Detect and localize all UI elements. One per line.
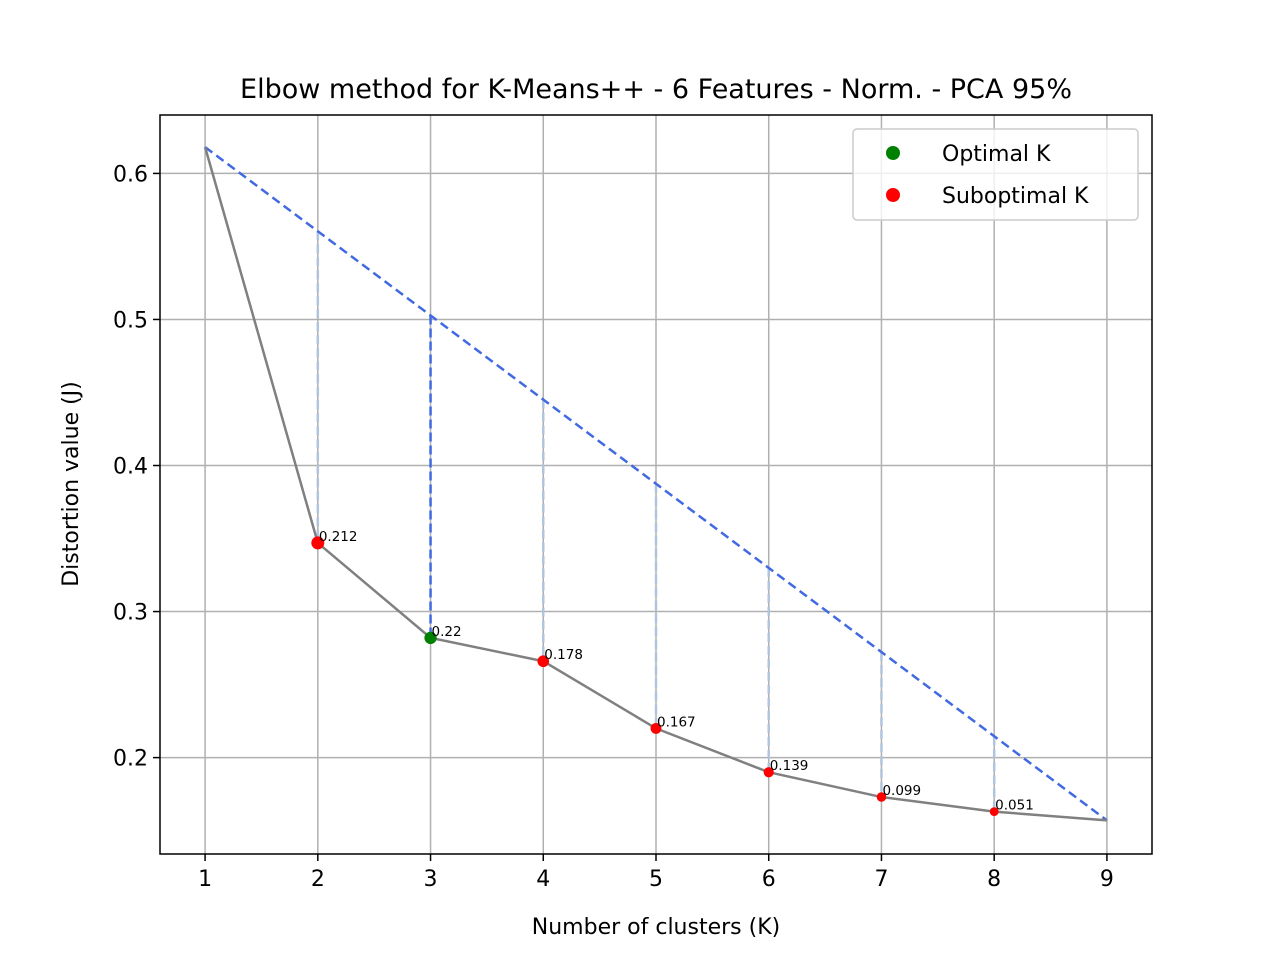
legend-optimal-marker xyxy=(886,146,900,160)
point-value-label: 0.139 xyxy=(770,758,809,774)
legend-box xyxy=(852,128,1139,221)
point-value-label: 0.099 xyxy=(882,783,921,799)
suboptimal-k-point xyxy=(650,722,662,734)
point-value-label: 0.212 xyxy=(319,529,358,545)
optimal-k-point xyxy=(424,631,437,644)
point-value-label: 0.051 xyxy=(995,798,1034,814)
point-value-label: 0.178 xyxy=(544,647,583,663)
x-tick-label: 6 xyxy=(762,867,776,892)
x-tick-label: 5 xyxy=(649,867,663,892)
suboptimal-k-point xyxy=(876,792,887,802)
point-value-label: 0.22 xyxy=(432,624,462,640)
x-tick-label: 4 xyxy=(536,867,550,892)
y-tick-label: 0.3 xyxy=(113,601,148,626)
x-axis-label: Number of clusters (K) xyxy=(532,915,780,940)
chart-title: Elbow method for K-Means++ - 6 Features … xyxy=(240,74,1072,105)
legend-suboptimal-label: Suboptimal K xyxy=(942,184,1089,209)
y-tick-label: 0.5 xyxy=(113,308,148,333)
chord-line xyxy=(204,146,1108,822)
x-tick-label: 8 xyxy=(987,867,1001,892)
axis-ticks: 1 2 3 4 5 6 7 8 9 0.2 0.3 0.4 0.5 0.6 xyxy=(113,162,1114,892)
point-value-label: 0.167 xyxy=(657,714,696,730)
y-tick-label: 0.6 xyxy=(113,162,148,187)
legend-optimal-label: Optimal K xyxy=(942,142,1051,167)
suboptimal-k-point xyxy=(537,655,550,668)
y-tick-label: 0.2 xyxy=(113,747,148,772)
legend: Optimal K Suboptimal K xyxy=(852,128,1139,221)
y-axis-label: Distortion value (J) xyxy=(59,381,84,587)
suboptimal-k-point xyxy=(989,807,999,817)
plot-content: 0.212 0.22 0.178 0.167 0.139 0.099 0.051 xyxy=(203,146,1108,822)
y-tick-label: 0.4 xyxy=(113,455,148,480)
x-tick-label: 9 xyxy=(1100,867,1114,892)
x-tick-label: 2 xyxy=(311,867,325,892)
x-tick-label: 7 xyxy=(874,867,888,892)
x-tick-label: 3 xyxy=(424,867,438,892)
suboptimal-k-point xyxy=(311,536,325,550)
x-tick-label: 1 xyxy=(198,867,212,892)
suboptimal-k-point xyxy=(763,767,774,778)
legend-suboptimal-marker xyxy=(886,188,900,202)
